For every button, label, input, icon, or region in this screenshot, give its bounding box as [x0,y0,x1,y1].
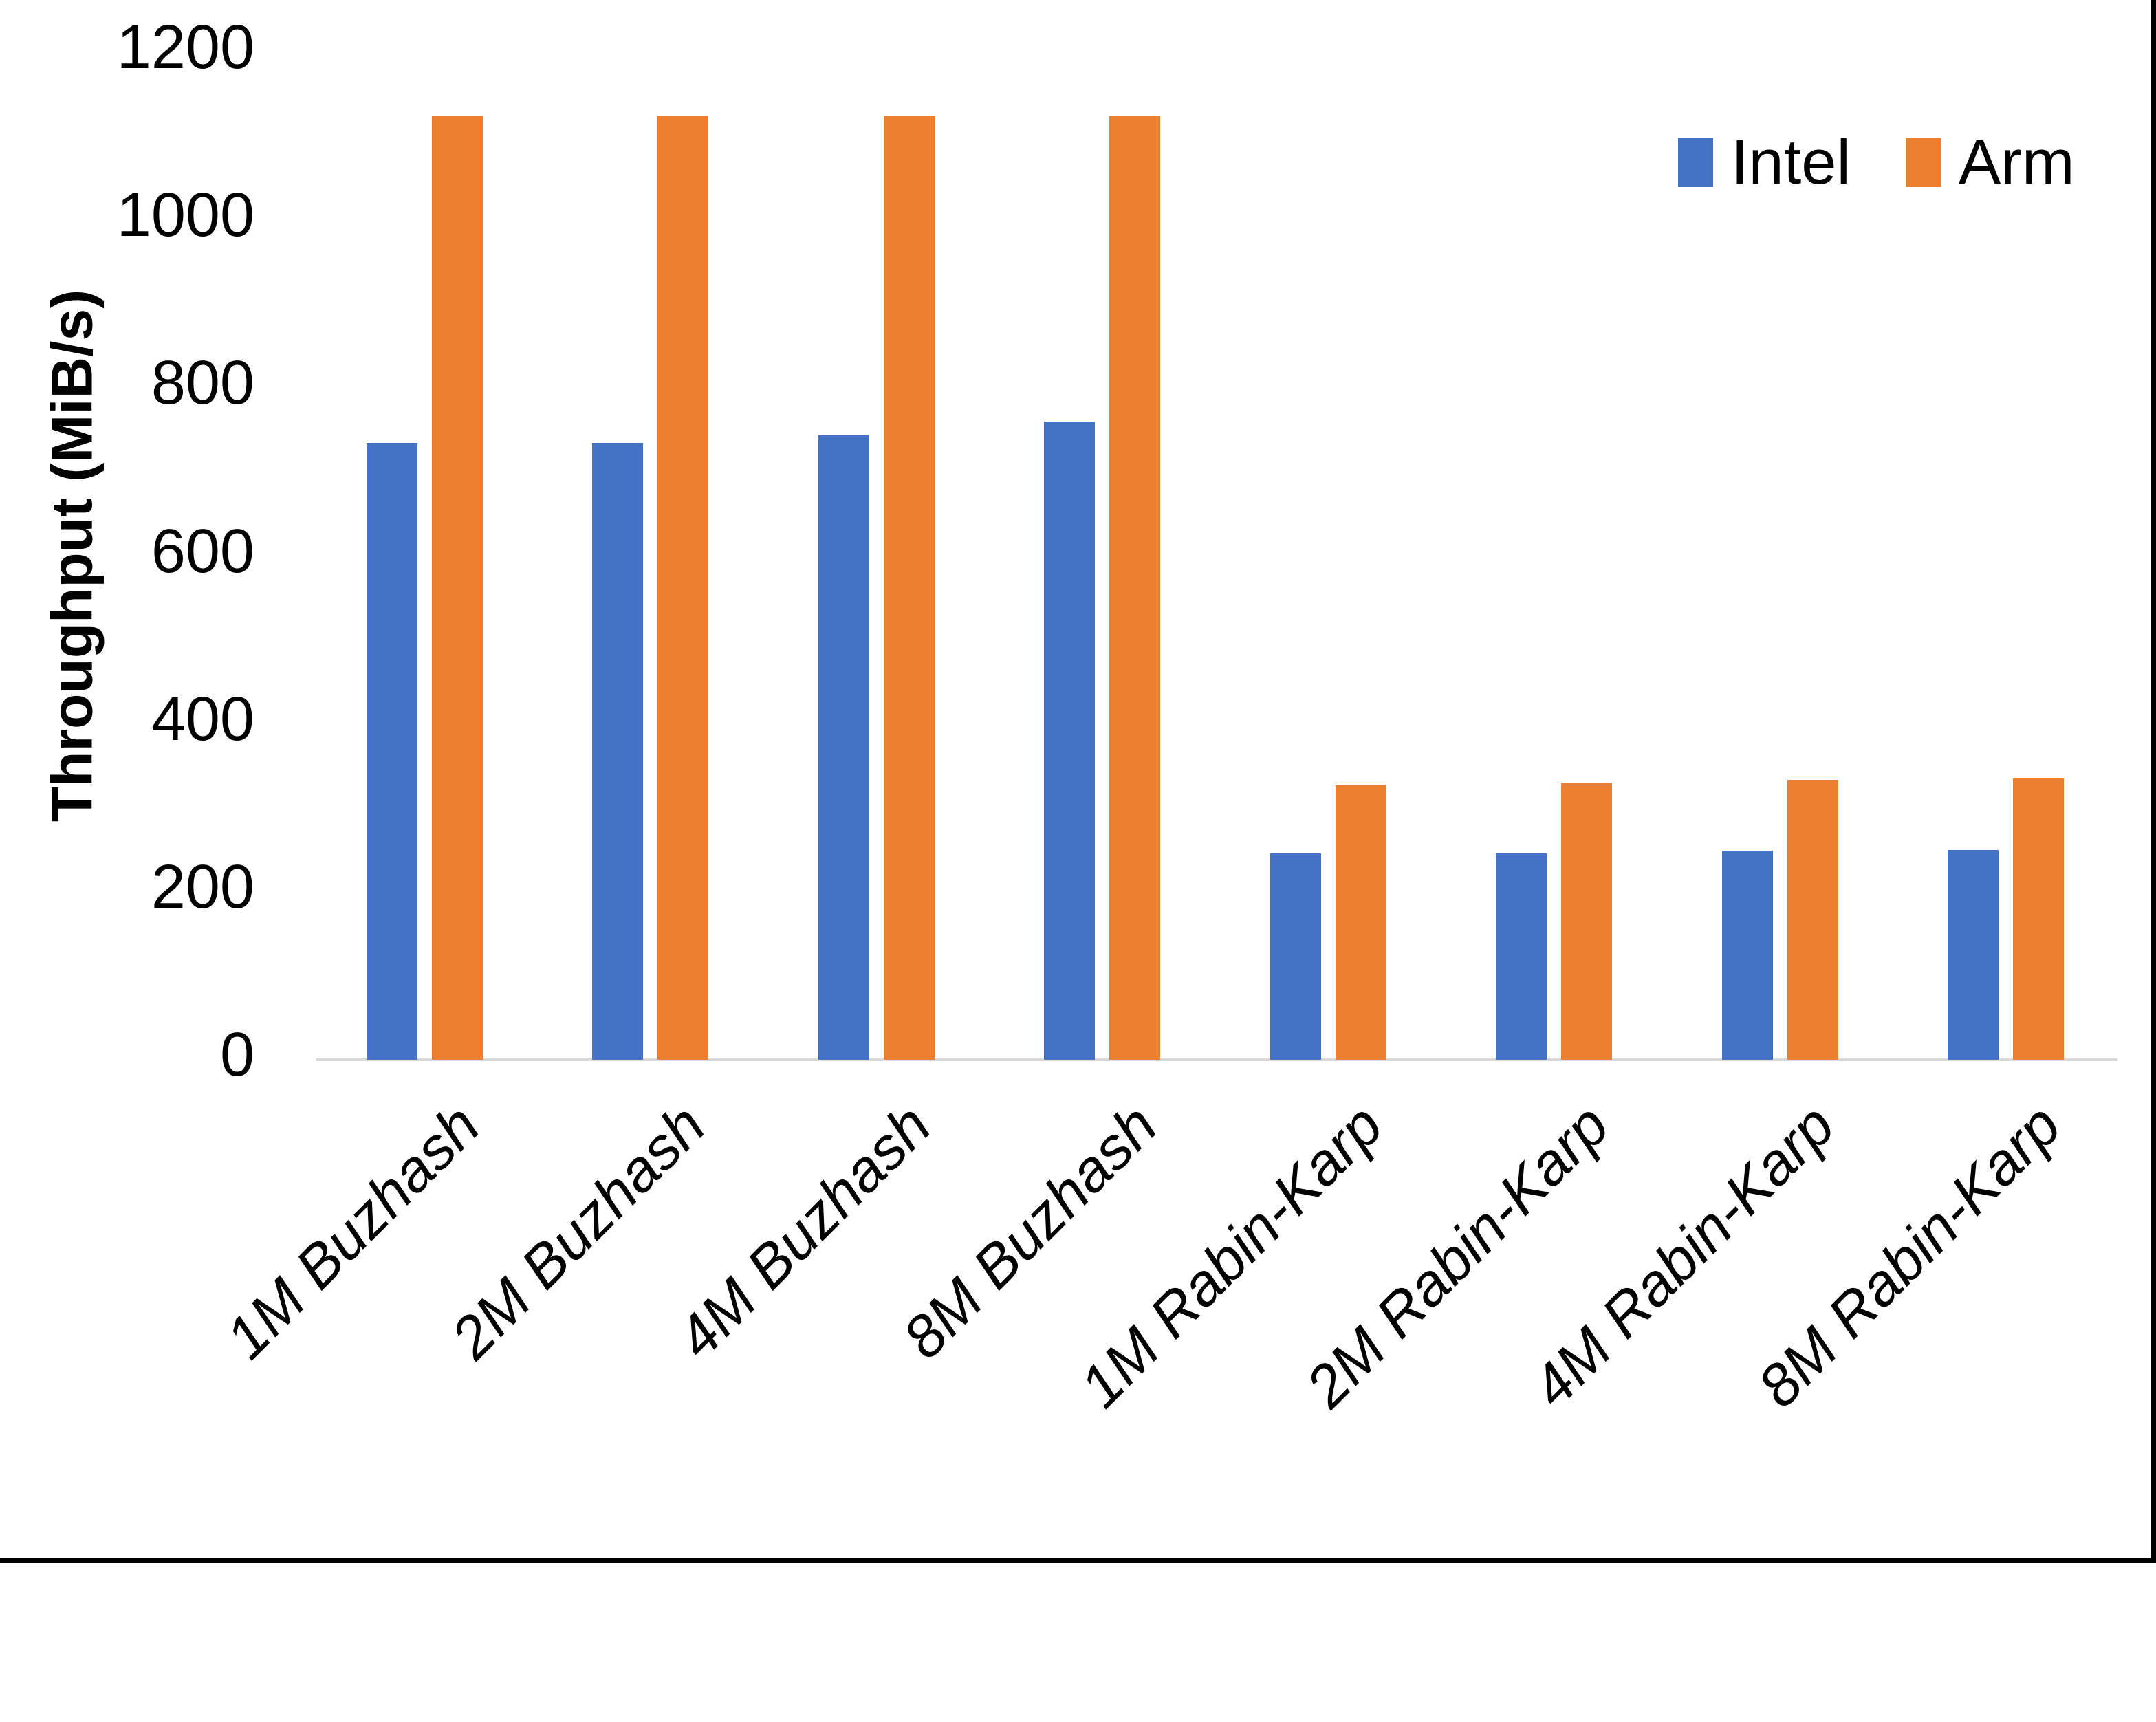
bar-arm-4m-buzhash [884,116,935,1060]
bar-arm-8m-buzhash [1109,116,1160,1060]
legend-item-intel: Intel [1678,128,1851,197]
y-tick-0: 0 [219,1021,254,1089]
y-tick-600: 600 [151,516,254,586]
legend-swatch-intel [1678,138,1713,187]
legend-swatch-arm [1905,138,1941,187]
y-tick-1000: 1000 [116,181,254,250]
window-edge-bottom [0,1558,2156,1563]
y-tick-400: 400 [151,684,254,754]
bar-arm-1m-rabin-karp [1336,785,1386,1060]
bar-arm-8m-rabin-karp [2013,778,2064,1060]
legend: Intel Arm [1678,128,2075,197]
bar-intel-2m-buzhash [592,443,643,1060]
bar-intel-8m-rabin-karp [1948,850,1999,1060]
bar-arm-2m-buzhash [657,116,708,1060]
legend-item-arm: Arm [1905,127,2075,197]
bar-arm-1m-buzhash [432,116,483,1060]
window-edge-right [2151,0,2156,1563]
y-tick-200: 200 [151,852,254,922]
legend-label-intel: Intel [1731,127,1851,197]
bar-intel-4m-rabin-karp [1722,851,1773,1060]
bar-intel-8m-buzhash [1044,422,1095,1060]
bar-arm-2m-rabin-karp [1561,783,1612,1060]
y-tick-800: 800 [151,349,254,418]
throughput-bar-chart: Throughput (MiB/s) 0 200 400 600 800 1000 1200… [0,0,2156,1563]
bar-intel-1m-buzhash [367,443,417,1060]
bar-arm-4m-rabin-karp [1787,780,1838,1060]
bar-intel-4m-buzhash [818,435,869,1060]
bar-intel-2m-rabin-karp [1496,853,1547,1060]
legend-label-arm: Arm [1958,127,2075,197]
bar-intel-1m-rabin-karp [1270,853,1321,1060]
y-tick-1200: 1200 [116,13,254,82]
x-axis-line [316,1058,2117,1061]
